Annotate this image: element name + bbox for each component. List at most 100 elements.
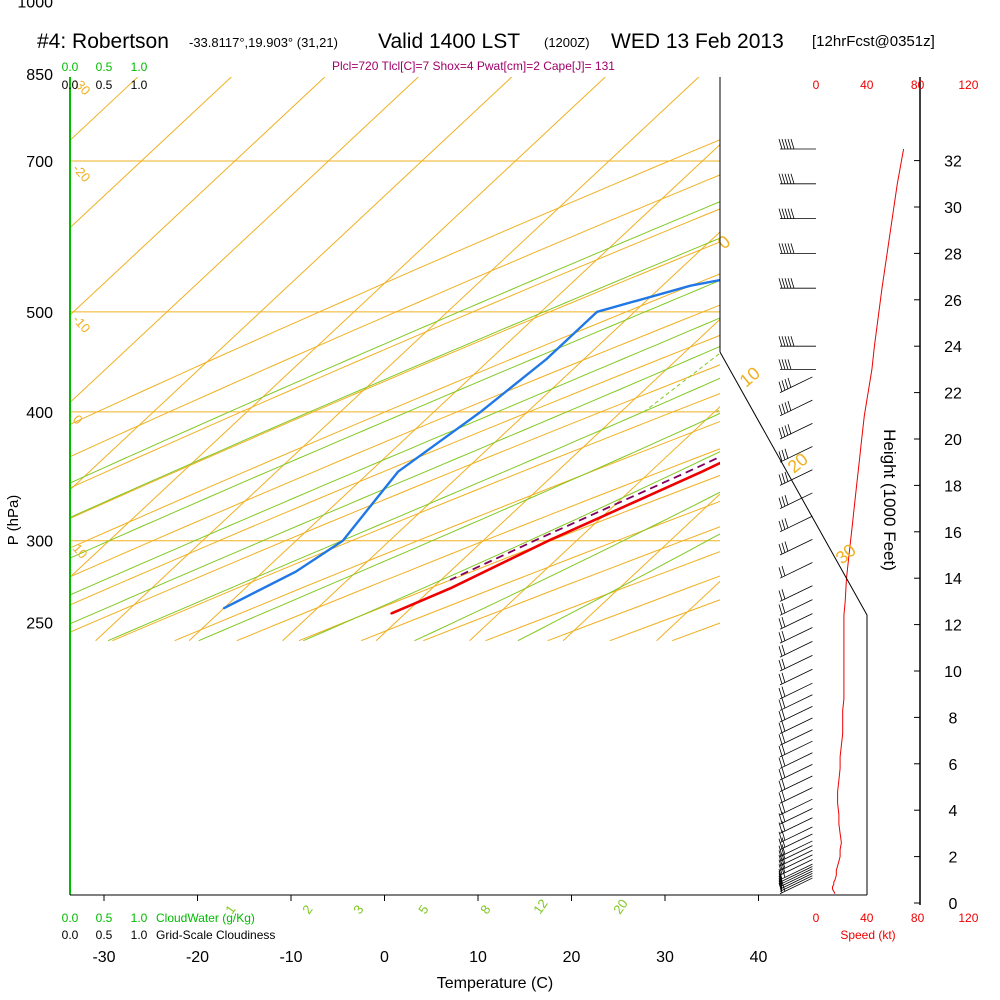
- wind-barb-feather: [781, 698, 786, 709]
- y-tick-label: 500: [26, 305, 53, 322]
- isotherm-line: [469, 405, 720, 642]
- wind-barb-feather: [778, 687, 783, 699]
- wind-barb-feather: [778, 404, 783, 416]
- wind-barb-feather: [790, 173, 795, 184]
- wind-barb: [779, 845, 813, 862]
- wind-barb-feather: [778, 769, 783, 780]
- wind-barb-feather: [790, 278, 795, 289]
- wind-barb-feather: [781, 278, 786, 289]
- wind-barb-feather: [778, 278, 783, 289]
- wind-barb-feather: [778, 359, 783, 370]
- dewpoint-series: [222, 260, 821, 610]
- parcel-series: [449, 358, 933, 581]
- wind-barb: [779, 515, 813, 533]
- wind-barb: [779, 866, 813, 883]
- cloudiness-label: Grid-Scale Cloudiness: [156, 928, 275, 942]
- wind-barb: [779, 870, 813, 888]
- wind-barb: [779, 859, 813, 876]
- wind-barb-feather: [787, 278, 792, 289]
- x-tick-label: -30: [92, 949, 115, 966]
- isotherm-line: [95, 77, 700, 642]
- wind-speed-tick-bottom: 0: [813, 911, 820, 925]
- x-tick-label: -20: [186, 949, 209, 966]
- isotherm-line: [282, 231, 720, 642]
- wind-barb: [779, 446, 813, 463]
- wind-barb: [779, 492, 813, 509]
- dewpoint-point: [819, 260, 821, 262]
- wind-barb-feather: [781, 686, 786, 697]
- isotherm-line: [70, 77, 326, 316]
- wind-speed-tick-top: 0: [813, 78, 820, 92]
- wind-barb: [779, 817, 813, 834]
- wind-barb-feather: [781, 603, 786, 614]
- cloudiness-tick-bottom: 0.5: [96, 928, 113, 942]
- cloudiness-tick-bottom: 1.0: [131, 928, 148, 942]
- wind-barb: [779, 764, 813, 781]
- wind-barb: [779, 641, 813, 658]
- dry-adiabat: [70, 241, 720, 519]
- dry-adiabat: [70, 174, 720, 458]
- wind-barb-feather: [778, 660, 783, 671]
- sounding-profiles: [222, 260, 936, 615]
- isotherm-line: [70, 77, 513, 491]
- moist-adiabat: [70, 201, 720, 484]
- isotherm-line: [70, 77, 232, 229]
- x-axis-title: Temperature (C): [437, 975, 553, 992]
- isotherm-line: [844, 0, 1000, 641]
- wind-barb: [779, 863, 813, 881]
- height-tick-label: 8: [949, 710, 958, 727]
- dewpoint-point: [222, 607, 225, 610]
- wind-barb: [779, 654, 813, 672]
- x-tick-label: 40: [750, 949, 768, 966]
- mixing-ratio-label: 8: [477, 902, 493, 917]
- wind-barb-feather: [778, 243, 783, 254]
- dry-adiabat: [485, 551, 720, 642]
- dewpoint-point: [294, 570, 297, 573]
- zulu-time: (1200Z): [544, 35, 590, 50]
- wind-barb: [779, 840, 813, 857]
- cloudiness-tick-top: 0.0: [62, 78, 79, 92]
- wind-barb-feather: [778, 336, 783, 347]
- wind-barb-feather: [787, 208, 792, 219]
- wind-barb-feather: [784, 541, 789, 552]
- temperature-point: [934, 358, 936, 360]
- x-tick-label: 0: [380, 949, 389, 966]
- wind-barb-feather: [781, 208, 786, 219]
- wind-barb: [779, 849, 813, 867]
- temperature-point: [700, 470, 703, 473]
- wind-barb: [779, 562, 813, 579]
- parcel-point: [931, 358, 933, 360]
- dry-adiabat: [70, 304, 720, 578]
- height-tick-label: 4: [949, 803, 958, 820]
- valid-date: WED 13 Feb 2013: [611, 30, 784, 53]
- wind-barb-feather: [778, 632, 783, 643]
- wind-barb-feather: [781, 616, 786, 628]
- y-tick-label: 400: [26, 405, 53, 422]
- moist-adiabat: [70, 237, 720, 519]
- mixing-ratio-label: 20: [610, 896, 631, 916]
- valid-time: Valid 1400 LST: [378, 30, 521, 53]
- wind-barb-feather: [778, 381, 783, 392]
- wind-barb-feather: [778, 474, 783, 485]
- wind-barb-feather: [787, 336, 792, 347]
- wind-barb-feather: [781, 744, 786, 755]
- dewpoint-line: [223, 278, 720, 610]
- moist-adiabat: [70, 279, 720, 559]
- wind-panel: [778, 138, 905, 895]
- wind-barb-feather: [778, 699, 783, 710]
- wind-barb: [779, 740, 813, 758]
- height-tick-label: 30: [944, 200, 962, 217]
- dewpoint-point: [545, 358, 548, 360]
- y-tick-label: 250: [26, 615, 53, 632]
- wind-barb-feather: [778, 864, 783, 875]
- wind-speed-tick-top: 40: [860, 78, 874, 92]
- height-tick-label: 14: [944, 571, 962, 588]
- moist-adiabat: [517, 533, 720, 642]
- station-name: #4: Robertson: [37, 30, 169, 53]
- wind-barb-feather: [781, 756, 786, 767]
- dewpoint-point: [596, 310, 598, 313]
- isotherm-line: [750, 0, 1000, 641]
- y-axis-title: P (hPa): [5, 495, 22, 546]
- wind-barb-feather: [784, 278, 789, 289]
